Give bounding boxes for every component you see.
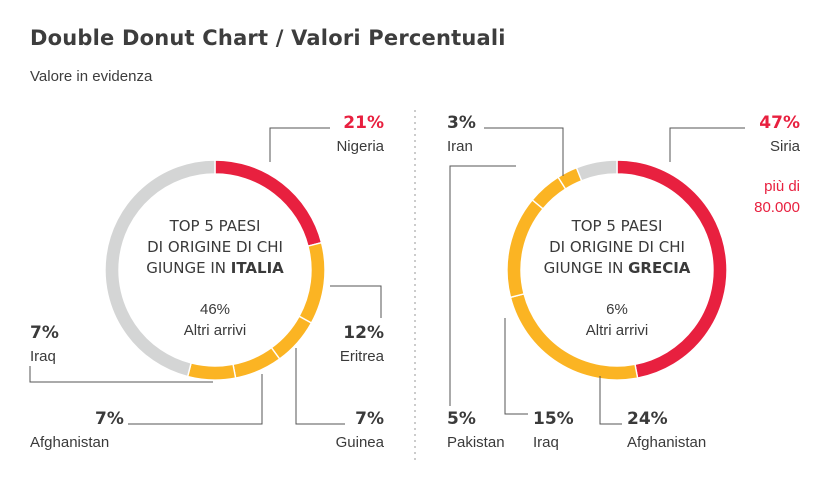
value-label-iraq: 15% — [533, 409, 574, 429]
category-label-iraq: Iraq — [533, 434, 559, 451]
value-label-iraq: 7% — [30, 323, 59, 343]
slice-altri-arrivi — [104, 159, 216, 378]
chart-subtitle: Valore in evidenza — [30, 68, 153, 85]
category-label-siria: Siria — [770, 138, 801, 155]
center-line-3: GIUNGE IN GRECIA — [544, 259, 691, 277]
leader-iraq — [504, 318, 528, 415]
value-label-guinea: 7% — [355, 409, 384, 429]
other-value: 6% — [606, 301, 628, 318]
leader-nigeria — [269, 127, 330, 162]
value-label-afghanistan: 24% — [627, 409, 668, 429]
category-label-iraq: Iraq — [30, 348, 56, 365]
leader-eritrea — [330, 285, 382, 318]
other-label: Altri arrivi — [586, 322, 649, 339]
slice-afghanistan — [232, 346, 281, 379]
center-line-2: DI ORIGINE DI CHI — [147, 238, 283, 256]
note-line-2: 80.000 — [754, 199, 800, 216]
value-label-siria: 47% — [759, 113, 800, 133]
leader-iraq — [29, 366, 213, 383]
center-line-1: TOP 5 PAESI — [571, 217, 663, 235]
category-label-afghanistan: Afghanistan — [30, 434, 109, 451]
value-label-nigeria: 21% — [343, 113, 384, 133]
donut-italia: TOP 5 PAESI DI ORIGINE DI CHI GIUNGE IN IT… — [29, 113, 385, 451]
center-line-2: DI ORIGINE DI CHI — [549, 238, 685, 256]
category-label-eritrea: Eritrea — [340, 348, 385, 365]
slice-iraq — [186, 362, 237, 381]
slice-guinea — [270, 315, 313, 360]
leader-siria — [669, 127, 745, 162]
chart-title: Double Donut Chart / Valori Percentuali — [30, 26, 506, 50]
value-label-eritrea: 12% — [343, 323, 384, 343]
value-label-iran: 3% — [447, 113, 476, 133]
center-line-1: TOP 5 PAESI — [169, 217, 261, 235]
category-label-nigeria: Nigeria — [336, 138, 384, 155]
leader-iran — [484, 127, 564, 176]
value-label-afghanistan: 7% — [95, 409, 124, 429]
other-value: 46% — [200, 301, 230, 318]
category-label-afghanistan: Afghanistan — [627, 434, 706, 451]
slice-altri-arrivi — [575, 159, 618, 182]
category-label-guinea: Guinea — [336, 434, 385, 451]
leader-afghanistan — [128, 374, 263, 425]
leader-guinea — [295, 348, 345, 425]
value-label-pakistan: 5% — [447, 409, 476, 429]
category-label-iran: Iran — [447, 138, 473, 155]
leader-afghanistan — [599, 376, 622, 425]
slice-eritrea — [298, 241, 326, 324]
note-line-1: più di — [764, 178, 800, 195]
category-label-pakistan: Pakistan — [447, 434, 505, 451]
donut-grecia: TOP 5 PAESI DI ORIGINE DI CHI GIUNGE IN GR… — [447, 113, 801, 451]
leader-pakistan — [449, 165, 516, 406]
other-label: Altri arrivi — [184, 322, 247, 339]
center-line-3: GIUNGE IN ITALIA — [146, 259, 284, 277]
slice-iraq — [506, 198, 545, 299]
